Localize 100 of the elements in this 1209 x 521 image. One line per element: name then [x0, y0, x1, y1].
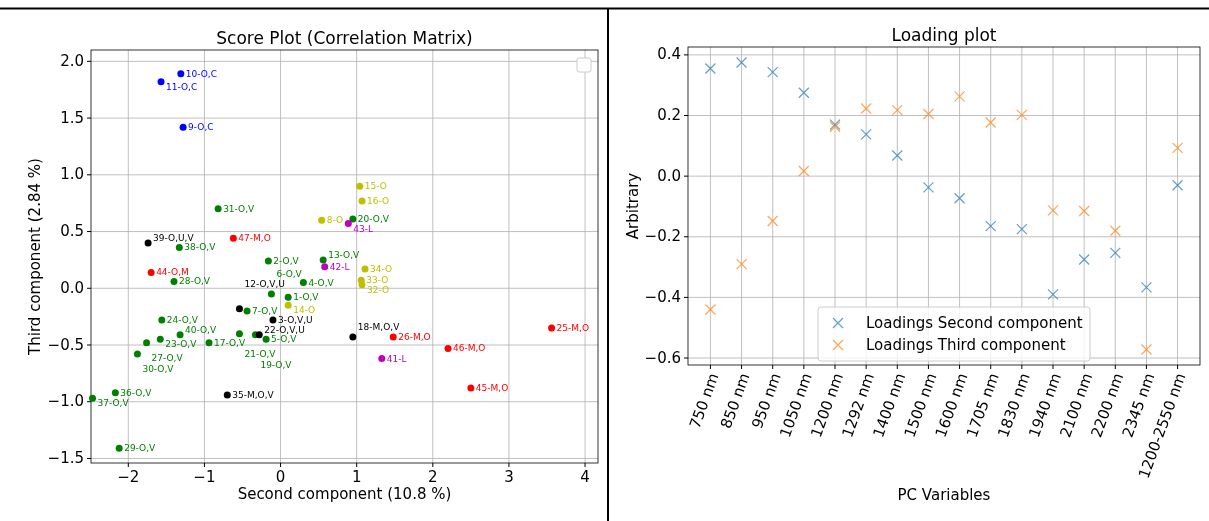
annotation: 30-O,V	[142, 364, 175, 375]
point	[1171, 142, 1184, 154]
point	[133, 350, 141, 358]
y-tick-label: 0.0	[60, 278, 84, 297]
point	[243, 307, 251, 315]
point	[89, 394, 97, 402]
annotation: 27-O,V	[151, 352, 184, 363]
x-axis-title: Second component (10.8 %)	[237, 485, 452, 503]
annotation: 38-O,V	[184, 242, 217, 253]
point	[147, 268, 155, 276]
point	[1109, 247, 1121, 259]
annotation: 2-O,V	[273, 256, 300, 267]
point	[264, 257, 272, 265]
point	[214, 205, 222, 213]
y-tick-label: 1.5	[60, 108, 84, 127]
point	[358, 197, 366, 205]
point	[179, 123, 187, 131]
annotation: 36-O,V	[120, 387, 153, 398]
point	[1047, 204, 1059, 216]
x-tick-label: −1	[193, 468, 216, 486]
annotation: 33-O	[366, 275, 389, 286]
x-tick-label: −2	[117, 468, 140, 486]
point	[229, 234, 237, 242]
annotation: 3-O,V,U	[277, 315, 313, 326]
point	[1140, 281, 1153, 293]
point	[860, 102, 872, 115]
annotation: 37-O,V	[97, 398, 130, 409]
point	[175, 243, 183, 251]
point	[891, 149, 903, 162]
point	[319, 256, 327, 264]
y-tick-label: 0.2	[657, 106, 681, 125]
annotation: 24-O,V	[166, 315, 199, 326]
annotation: 40-O,V	[185, 324, 217, 335]
point	[798, 165, 810, 177]
annotation: 15-O	[364, 181, 387, 192]
point	[860, 128, 872, 140]
x-tick-label: 1	[351, 468, 362, 486]
annotation: 46-M,O	[453, 343, 486, 354]
annotation: 43-L	[353, 223, 374, 234]
annotation: 39-O,U,V	[153, 232, 195, 243]
point	[1171, 179, 1184, 191]
y-tick-label: −1.5	[47, 448, 84, 467]
point	[157, 78, 165, 86]
annotation: 8-O	[326, 215, 343, 226]
point	[318, 216, 326, 224]
annotation: 32-O	[367, 284, 390, 295]
point	[344, 220, 352, 228]
annotation: 11-O,C	[166, 81, 198, 92]
annotation: 19-O,V	[260, 359, 293, 370]
point	[767, 215, 779, 227]
point	[111, 389, 119, 397]
point	[378, 355, 386, 363]
annotation: 18-M,O,V	[357, 322, 401, 333]
y-tick-label: −0.4	[644, 287, 681, 306]
point	[321, 263, 329, 271]
annotation: 25-M,O	[556, 322, 589, 333]
y-axis-title: Third component (2.84 %)	[26, 158, 44, 356]
point	[389, 333, 397, 341]
point	[735, 258, 748, 270]
point	[205, 339, 213, 347]
point	[798, 87, 810, 99]
legend-label: Loadings Third component	[866, 335, 1066, 354]
annotation: 6-O,V	[276, 268, 303, 279]
annotation: 23-O,V	[165, 339, 198, 350]
point	[922, 181, 935, 193]
annotation: 14-O	[293, 305, 316, 316]
point	[349, 215, 357, 223]
point	[115, 444, 123, 452]
chart-title: Loading plot	[891, 25, 997, 45]
annotation: 28-O,V	[178, 276, 211, 287]
point	[269, 316, 277, 324]
point	[299, 279, 307, 287]
point	[1109, 225, 1121, 237]
y-tick-label: 1.0	[60, 165, 84, 184]
annotation: 35-M,O,V	[232, 389, 275, 400]
point	[767, 66, 779, 78]
y-tick-label: −0.6	[644, 348, 681, 367]
point	[143, 339, 151, 347]
x-tick-label: 3	[504, 468, 514, 486]
point	[1140, 343, 1153, 356]
point	[1016, 223, 1028, 235]
annotation: 20-O,V	[357, 214, 390, 225]
y-tick-label: 2.0	[60, 51, 84, 70]
annotation: 22-O,V,U	[264, 324, 305, 335]
annotation: 10-O,C	[185, 68, 218, 79]
point	[1016, 109, 1028, 121]
point	[156, 335, 164, 343]
point	[444, 344, 452, 352]
point	[356, 182, 364, 190]
y-axis-title: Arbitrary	[624, 172, 642, 240]
point	[891, 104, 903, 116]
y-tick-label: −0.5	[47, 335, 84, 354]
point	[361, 265, 369, 273]
point	[144, 239, 152, 247]
point	[704, 62, 717, 75]
annotation: 34-O	[370, 263, 393, 274]
point	[235, 305, 243, 313]
point	[985, 116, 997, 129]
x-tick-label: 2	[428, 468, 438, 486]
point	[262, 335, 270, 343]
